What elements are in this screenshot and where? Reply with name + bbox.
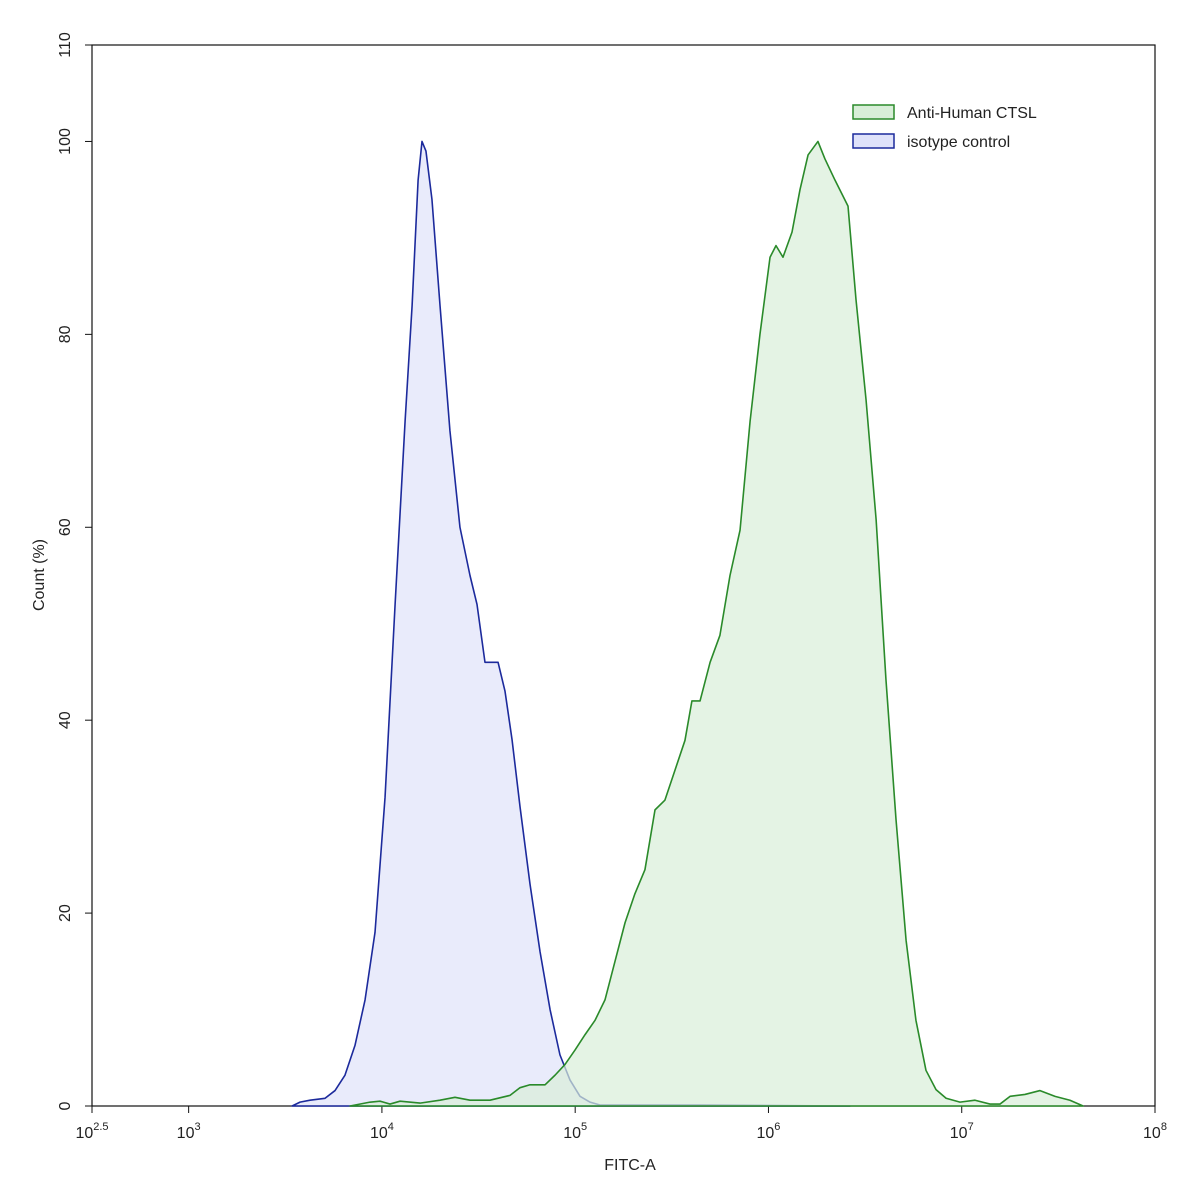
histogram-area <box>349 140 1084 1107</box>
y-tick-label: 80 <box>57 325 74 343</box>
legend-label: Anti-Human CTSL <box>907 105 1037 122</box>
x-tick-label: 104 <box>370 1121 394 1142</box>
y-axis-label: Count (%) <box>31 539 48 611</box>
x-tick-label: 105 <box>563 1121 587 1142</box>
y-tick-label: 0 <box>57 1101 74 1110</box>
y-tick-label: 60 <box>57 518 74 536</box>
legend-label: isotype control <box>907 134 1010 151</box>
legend-swatch <box>852 133 895 149</box>
y-tick-label: 40 <box>57 711 74 729</box>
x-tick-label: 107 <box>950 1121 974 1142</box>
x-axis-label: FITC-A <box>604 1157 656 1174</box>
legend-swatch <box>852 104 895 120</box>
x-tick-label: 108 <box>1143 1121 1167 1142</box>
y-tick-label: 100 <box>57 128 74 155</box>
y-tick-label: 20 <box>57 904 74 922</box>
x-tick-label: 103 <box>177 1121 201 1142</box>
y-tick-label: 110 <box>57 32 74 58</box>
x-tick-label: 102.5 <box>75 1121 108 1142</box>
x-tick-label: 106 <box>756 1121 780 1142</box>
